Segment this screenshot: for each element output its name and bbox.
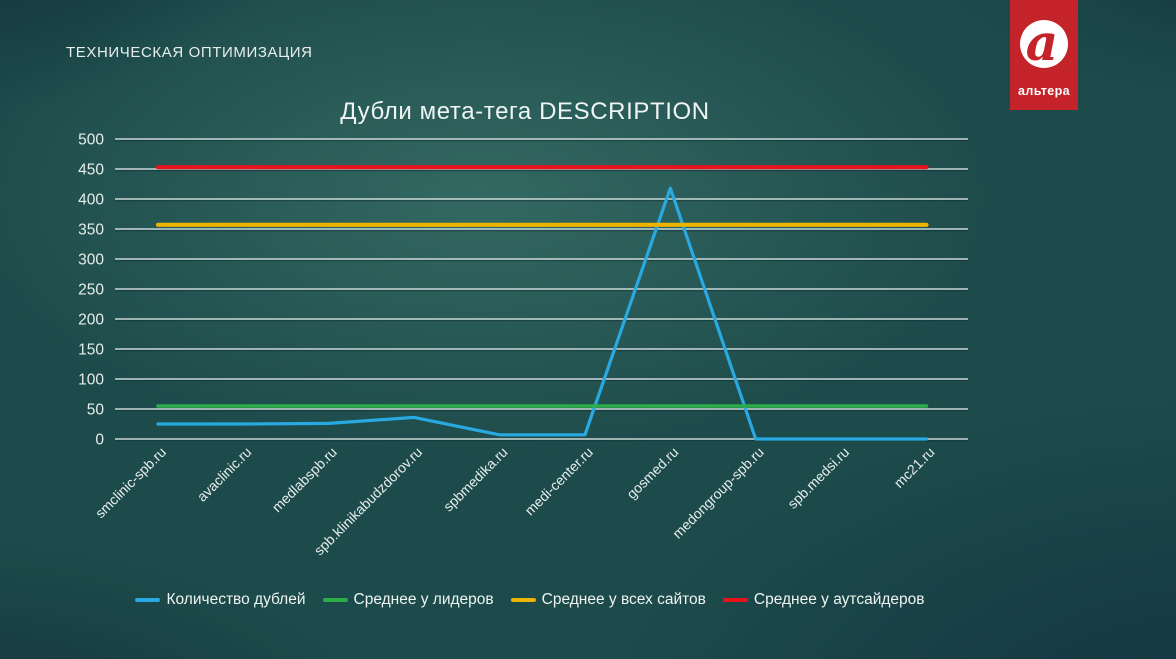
altera-logo: a альтера bbox=[1010, 0, 1078, 110]
series-line-0 bbox=[156, 186, 929, 441]
legend-label: Количество дублей bbox=[166, 591, 306, 608]
x-axis-label: mc21.ru bbox=[891, 444, 938, 491]
x-axis-label: spbmedika.ru bbox=[440, 444, 511, 515]
y-axis-tick-label: 300 bbox=[78, 252, 104, 269]
y-axis-tick-label: 450 bbox=[78, 162, 104, 179]
legend-label: Среднее у всех сайтов bbox=[541, 591, 706, 608]
legend-item-3: Среднее у аутсайдеров bbox=[722, 591, 925, 609]
y-axis-tick-label: 0 bbox=[95, 432, 104, 449]
x-axis-label: medi-center.ru bbox=[521, 444, 596, 519]
chart-legend: Количество дублей Среднее у лидеров Средне… bbox=[0, 589, 1060, 611]
y-axis-tick-label: 200 bbox=[78, 312, 104, 329]
legend-swatch bbox=[135, 598, 161, 602]
legend-label: Среднее у лидеров bbox=[353, 591, 494, 608]
y-axis-tick-label: 150 bbox=[78, 342, 104, 359]
y-axis-tick-label: 350 bbox=[78, 222, 104, 239]
altera-logo-text: альтера bbox=[1018, 84, 1070, 98]
legend-item-0: Количество дублей bbox=[135, 591, 306, 609]
y-axis-tick-label: 400 bbox=[78, 192, 104, 209]
y-axis-tick-label: 250 bbox=[78, 282, 104, 299]
y-axis-tick-label: 100 bbox=[78, 372, 104, 389]
x-axis-label: gosmed.ru bbox=[623, 444, 681, 502]
legend-label: Среднее у аутсайдеров bbox=[753, 591, 925, 608]
logo-circle bbox=[1020, 20, 1068, 68]
legend-item-2: Среднее у всех сайтов bbox=[510, 591, 706, 609]
x-axis-label: medlabspb.ru bbox=[269, 444, 340, 515]
y-axis-tick-label: 50 bbox=[87, 402, 105, 419]
x-axis-label: spb.medsi.ru bbox=[784, 444, 852, 512]
legend-swatch bbox=[322, 598, 348, 602]
x-axis-label: avaclinic.ru bbox=[194, 444, 255, 505]
legend-item-1: Среднее у лидеров bbox=[322, 591, 494, 609]
legend-swatch bbox=[722, 598, 748, 602]
x-axis-label: smclinic-spb.ru bbox=[92, 444, 169, 521]
legend-swatch bbox=[510, 598, 536, 602]
logo-letter: a bbox=[1026, 13, 1058, 72]
slide-header: ТЕХНИЧЕСКАЯ ОПТИМИЗАЦИЯ bbox=[66, 44, 313, 61]
chart-title: Дубли мета-тега DESCRIPTION bbox=[340, 98, 710, 125]
y-axis-tick-label: 500 bbox=[78, 132, 104, 149]
x-axis-label: medongroup-spb.ru bbox=[669, 444, 767, 542]
altera-logo-icon: a bbox=[1010, 0, 1078, 110]
